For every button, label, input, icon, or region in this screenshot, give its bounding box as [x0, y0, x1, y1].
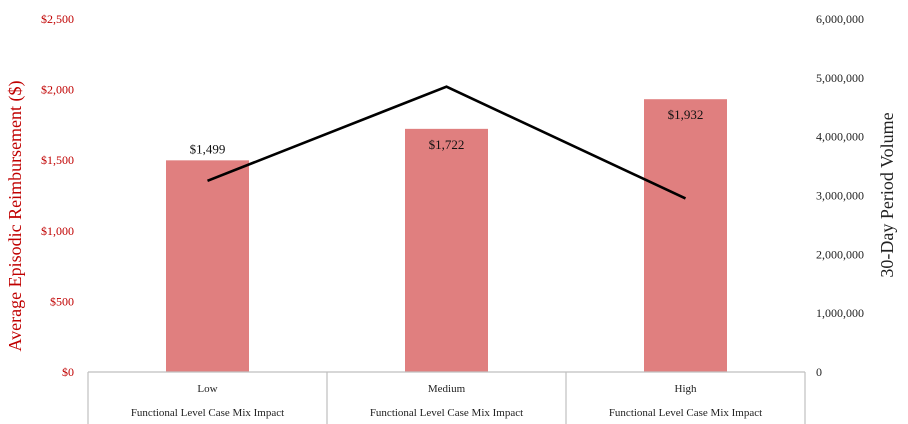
y2-tick-label-right: 6,000,000 — [816, 12, 864, 26]
line-series — [207, 85, 687, 200]
y2-tick-label-right: 5,000,000 — [816, 71, 864, 85]
y-tick-label-left: $1,000 — [41, 224, 74, 238]
data-label: $1,499 — [190, 141, 226, 156]
x-tick-label: High — [675, 383, 698, 395]
y2-tick-label-right: 2,000,000 — [816, 247, 864, 261]
y2-tick-label-right: 0 — [816, 365, 822, 379]
x-tick-label: Low — [197, 383, 217, 395]
y-axis-title-right: 30-Day Period Volume — [877, 112, 897, 277]
y2-tick-label-right: 4,000,000 — [816, 130, 864, 144]
x-tick-sublabel: Functional Level Case Mix Impact — [609, 407, 762, 419]
data-label: $1,932 — [668, 107, 704, 122]
bar — [644, 99, 727, 372]
bar — [405, 128, 488, 372]
y2-tick-label-right: 1,000,000 — [816, 306, 864, 320]
data-label: $1,722 — [429, 137, 465, 152]
y-tick-label-left: $2,000 — [41, 83, 74, 97]
y-tick-label-left: $1,500 — [41, 153, 74, 167]
y-tick-label-left: $2,500 — [41, 12, 74, 26]
bar — [166, 160, 249, 372]
x-tick-sublabel: Functional Level Case Mix Impact — [370, 407, 523, 419]
y-tick-label-left: $0 — [62, 365, 74, 379]
y2-tick-label-right: 3,000,000 — [816, 189, 864, 203]
x-tick-label: Medium — [428, 383, 466, 395]
x-tick-sublabel: Functional Level Case Mix Impact — [131, 407, 284, 419]
y-tick-label-left: $500 — [50, 294, 74, 308]
y-axis-title-left: Average Episodic Reimbursement ($) — [5, 80, 26, 351]
